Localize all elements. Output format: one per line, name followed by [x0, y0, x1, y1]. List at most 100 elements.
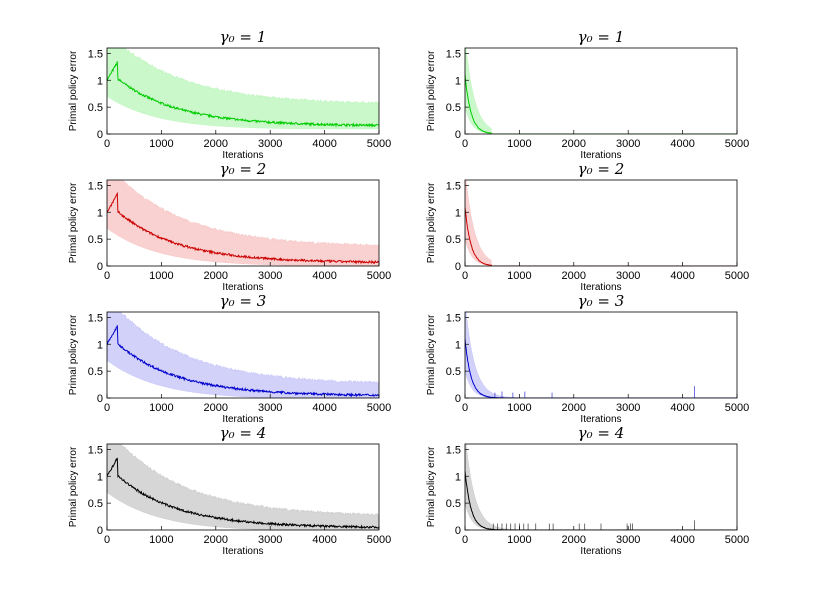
panel-right-2-ytick-label-1: 0.5: [446, 234, 461, 246]
panel-right-2-xlabel: Iterations: [580, 282, 621, 293]
panel-right-3-xtick-label-2: 2000: [562, 402, 586, 414]
panel-right-1-axes-box: [464, 47, 738, 135]
panel-right-4-ytick-label-2: 1: [455, 471, 461, 483]
panel-left-1-ytick-label-1: 0.5: [88, 102, 103, 114]
panel-left-4-band: [107, 444, 379, 530]
panel-right-1-xtick-label-1: 1000: [507, 138, 531, 150]
panel-left-1-xtick-label-2: 2000: [204, 138, 228, 150]
panel-left-2-xlabel: Iterations: [222, 282, 263, 293]
panel-right-1-xlabel: Iterations: [580, 150, 621, 161]
panel-left-2-title: γ₀ = 2: [220, 160, 267, 178]
panel-right-1-mean-line: [465, 74, 737, 134]
panel-right-4-xlabel: Iterations: [580, 546, 621, 557]
panel-left-4-ytick-label-2: 1: [97, 471, 103, 483]
panel-left-2-ytick-label-0: 0: [97, 261, 103, 273]
panel-left-3-axes-box: [106, 311, 380, 399]
panel-right-3-xtick-label-3: 3000: [616, 402, 640, 414]
panel-right-4-xtick-label-3: 3000: [616, 534, 640, 546]
panel-left-3-ytick-label-0: 0: [97, 393, 103, 405]
panel-right-3-xtick-label-0: 0: [462, 402, 468, 414]
panel-right-1-band: [465, 48, 737, 134]
panel-left-1-xlabel: Iterations: [222, 150, 263, 161]
panel-left-4-ytick-label-1: 0.5: [88, 498, 103, 510]
panel-left-4-axes-box: [106, 443, 380, 531]
panel-left-4-ytick-label-3: 1.5: [88, 444, 103, 456]
panel-right-1-ytick-label-0: 0: [455, 129, 461, 141]
panel-left-3-ytick-label-3: 1.5: [88, 312, 103, 324]
panel-left-1-band: [107, 48, 379, 130]
panel-right-1-ytick-label-3: 1.5: [446, 48, 461, 60]
panel-right-4-title: γ₀ = 4: [578, 424, 625, 442]
panel-right-3-ytick-label-2: 1: [455, 339, 461, 351]
panel-left-4-title: γ₀ = 4: [220, 424, 267, 442]
panel-left-4-xlabel: Iterations: [222, 546, 263, 557]
panel-right-2-mean-line: [465, 207, 737, 266]
panel-right-4-mean-line: [465, 471, 737, 530]
panel-left-4-mean-line: [107, 457, 379, 530]
panel-left-2-ytick-label-2: 1: [97, 207, 103, 219]
panel-left-4-xtick-label-5: 5000: [367, 534, 391, 546]
panel-left-2-xtick-label-1: 1000: [149, 270, 173, 282]
panel-right-1-ytick-label-2: 1: [455, 75, 461, 87]
panel-left-4-xtick-label-1: 1000: [149, 534, 173, 546]
panel-left-3-xtick-label-3: 3000: [258, 402, 282, 414]
panel-left-1-ytick-label-0: 0: [97, 129, 103, 141]
panel-right-3-xlabel: Iterations: [580, 414, 621, 425]
panel-left-2-xtick-label-4: 4000: [312, 270, 336, 282]
panel-right-4-band: [465, 444, 737, 530]
panel-left-3-xlabel: Iterations: [222, 414, 263, 425]
panel-right-1-ylabel: Primal policy error: [426, 50, 437, 131]
panel-right-4-ytick-label-0: 0: [455, 525, 461, 537]
panel-right-2-ytick-label-0: 0: [455, 261, 461, 273]
panel-left-2-ylabel: Primal policy error: [68, 182, 79, 263]
panel-left-3-ylabel: Primal policy error: [68, 314, 79, 395]
panel-right-2-title: γ₀ = 2: [578, 160, 625, 178]
panel-right-1-ytick-label-1: 0.5: [446, 102, 461, 114]
panel-right-2-xtick-label-4: 4000: [670, 270, 694, 282]
panel-right-1-xtick-label-2: 2000: [562, 138, 586, 150]
panel-left-1-ytick-label-2: 1: [97, 75, 103, 87]
panel-left-3-xtick-label-4: 4000: [312, 402, 336, 414]
panel-right-2-xtick-label-5: 5000: [725, 270, 749, 282]
panel-left-1-xtick-label-4: 4000: [312, 138, 336, 150]
panel-right-2-xtick-label-2: 2000: [562, 270, 586, 282]
panel-right-2-xtick-label-1: 1000: [507, 270, 531, 282]
panel-right-4-ytick-label-1: 0.5: [446, 498, 461, 510]
panel-right-3-ytick-label-1: 0.5: [446, 366, 461, 378]
panel-right-3-mean-line: [465, 338, 737, 398]
panel-right-1-xtick-label-5: 5000: [725, 138, 749, 150]
panel-right-4-xtick-label-4: 4000: [670, 534, 694, 546]
panel-left-1-xtick-label-1: 1000: [149, 138, 173, 150]
panel-left-2-band: [107, 180, 379, 266]
panel-left-2-xtick-label-0: 0: [104, 270, 110, 282]
panel-left-4-xtick-label-3: 3000: [258, 534, 282, 546]
panel-right-3-ytick-label-3: 1.5: [446, 312, 461, 324]
panel-left-1-title: γ₀ = 1: [220, 28, 267, 46]
panel-right-4-xtick-label-0: 0: [462, 534, 468, 546]
panel-left-1-mean-line: [107, 61, 379, 128]
panel-right-3-ylabel: Primal policy error: [426, 314, 437, 395]
panel-left-3-ytick-label-2: 1: [97, 339, 103, 351]
panel-left-1-xtick-label-5: 5000: [367, 138, 391, 150]
panel-right-2-xtick-label-3: 3000: [616, 270, 640, 282]
panel-right-3-ytick-label-0: 0: [455, 393, 461, 405]
panel-left-3-xtick-label-2: 2000: [204, 402, 228, 414]
panel-right-2-ytick-label-3: 1.5: [446, 180, 461, 192]
panel-right-2-ylabel: Primal policy error: [426, 182, 437, 263]
panel-left-1-ytick-label-3: 1.5: [88, 48, 103, 60]
panel-right-4-xtick-label-5: 5000: [725, 534, 749, 546]
panel-left-3-ytick-label-1: 0.5: [88, 366, 103, 378]
panel-right-3-xtick-label-4: 4000: [670, 402, 694, 414]
panel-left-2-axes-box: [106, 179, 380, 267]
panel-left-2-mean-line: [107, 191, 379, 265]
panel-left-4-xtick-label-0: 0: [104, 534, 110, 546]
panel-left-3-xtick-label-5: 5000: [367, 402, 391, 414]
panel-left-4-xtick-label-2: 2000: [204, 534, 228, 546]
panel-right-3-xtick-label-1: 1000: [507, 402, 531, 414]
panel-right-4-xtick-label-2: 2000: [562, 534, 586, 546]
panel-right-4-ylabel: Primal policy error: [426, 446, 437, 527]
panel-right-4-xtick-label-1: 1000: [507, 534, 531, 546]
panel-left-4-ytick-label-0: 0: [97, 525, 103, 537]
panel-left-2-xtick-label-5: 5000: [367, 270, 391, 282]
panel-right-3-axes-box: [464, 311, 738, 399]
